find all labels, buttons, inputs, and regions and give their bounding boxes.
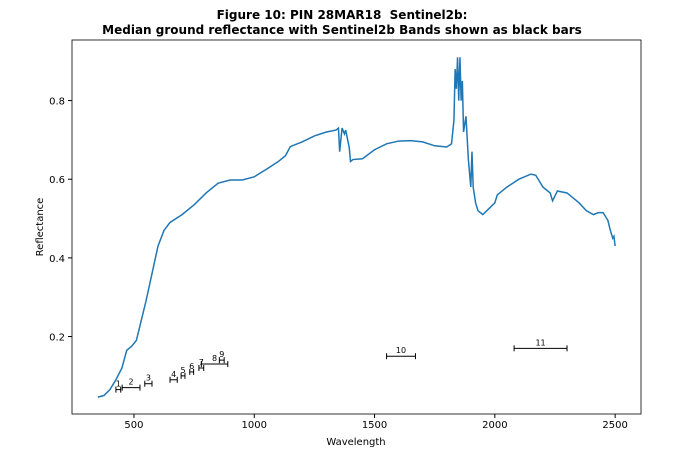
band-label: 9 [219, 350, 224, 359]
band-bar [169, 376, 178, 383]
data-line [97, 57, 616, 398]
band-bar [189, 368, 195, 375]
band-label: 1 [116, 380, 121, 389]
band-label: 3 [146, 374, 151, 383]
x-tick-label: 2000 [482, 420, 507, 431]
band-label: 4 [171, 370, 176, 379]
band-bar [144, 380, 153, 387]
chart-subtitle: Median ground reflectance with Sentinel2… [102, 23, 582, 37]
x-tick-label: 2500 [602, 420, 627, 431]
x-tick-label: 1000 [242, 420, 267, 431]
band-label: 2 [129, 378, 134, 387]
band-bar [218, 357, 225, 364]
y-tick-label: 0.8 [49, 97, 65, 108]
x-axis-label: Wavelength [326, 437, 385, 448]
x-tick-label: 500 [124, 420, 143, 431]
x-tick-label: 1500 [362, 420, 387, 431]
chart-title: Figure 10: PIN 28MAR18 Sentinel2b: [217, 8, 468, 22]
y-axis-label: Reflectance [35, 198, 46, 257]
y-tick-label: 0.6 [49, 175, 65, 186]
band-bar [180, 372, 186, 379]
band-label: 11 [535, 338, 545, 347]
band-bar [386, 353, 416, 360]
band-label: 8 [212, 354, 217, 363]
band-label: 10 [396, 346, 406, 355]
plot-frame [71, 39, 642, 415]
band-bar [200, 361, 229, 368]
y-tick-label: 0.2 [49, 333, 65, 344]
band-bar [198, 364, 205, 371]
band-label: 5 [180, 366, 185, 375]
band-bar [121, 384, 141, 391]
band-label: 6 [189, 362, 194, 371]
band-bar [513, 345, 568, 352]
y-tick-label: 0.4 [49, 254, 65, 265]
band-bar [115, 386, 122, 393]
